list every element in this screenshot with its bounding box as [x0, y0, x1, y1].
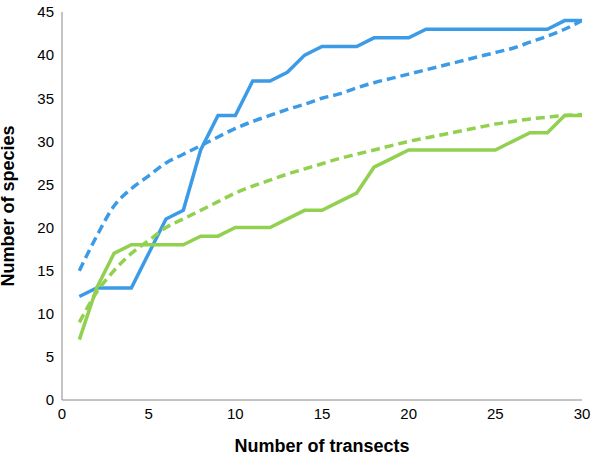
svg-text:25: 25 — [37, 176, 54, 193]
svg-text:25: 25 — [487, 405, 504, 422]
svg-text:45: 45 — [37, 3, 54, 20]
svg-text:30: 30 — [37, 133, 54, 150]
svg-text:10: 10 — [227, 405, 244, 422]
svg-text:15: 15 — [314, 405, 331, 422]
svg-text:40: 40 — [37, 46, 54, 63]
svg-text:5: 5 — [144, 405, 152, 422]
svg-text:30: 30 — [574, 405, 591, 422]
svg-text:Number of species: Number of species — [8, 125, 18, 286]
svg-text:10: 10 — [37, 305, 54, 322]
svg-text:0: 0 — [58, 405, 66, 422]
svg-text:0: 0 — [46, 391, 54, 408]
svg-text:20: 20 — [400, 405, 417, 422]
svg-text:15: 15 — [37, 262, 54, 279]
svg-text:20: 20 — [37, 219, 54, 236]
svg-text:Number of transects: Number of transects — [234, 436, 409, 456]
svg-text:5: 5 — [46, 348, 54, 365]
svg-text:35: 35 — [37, 90, 54, 107]
